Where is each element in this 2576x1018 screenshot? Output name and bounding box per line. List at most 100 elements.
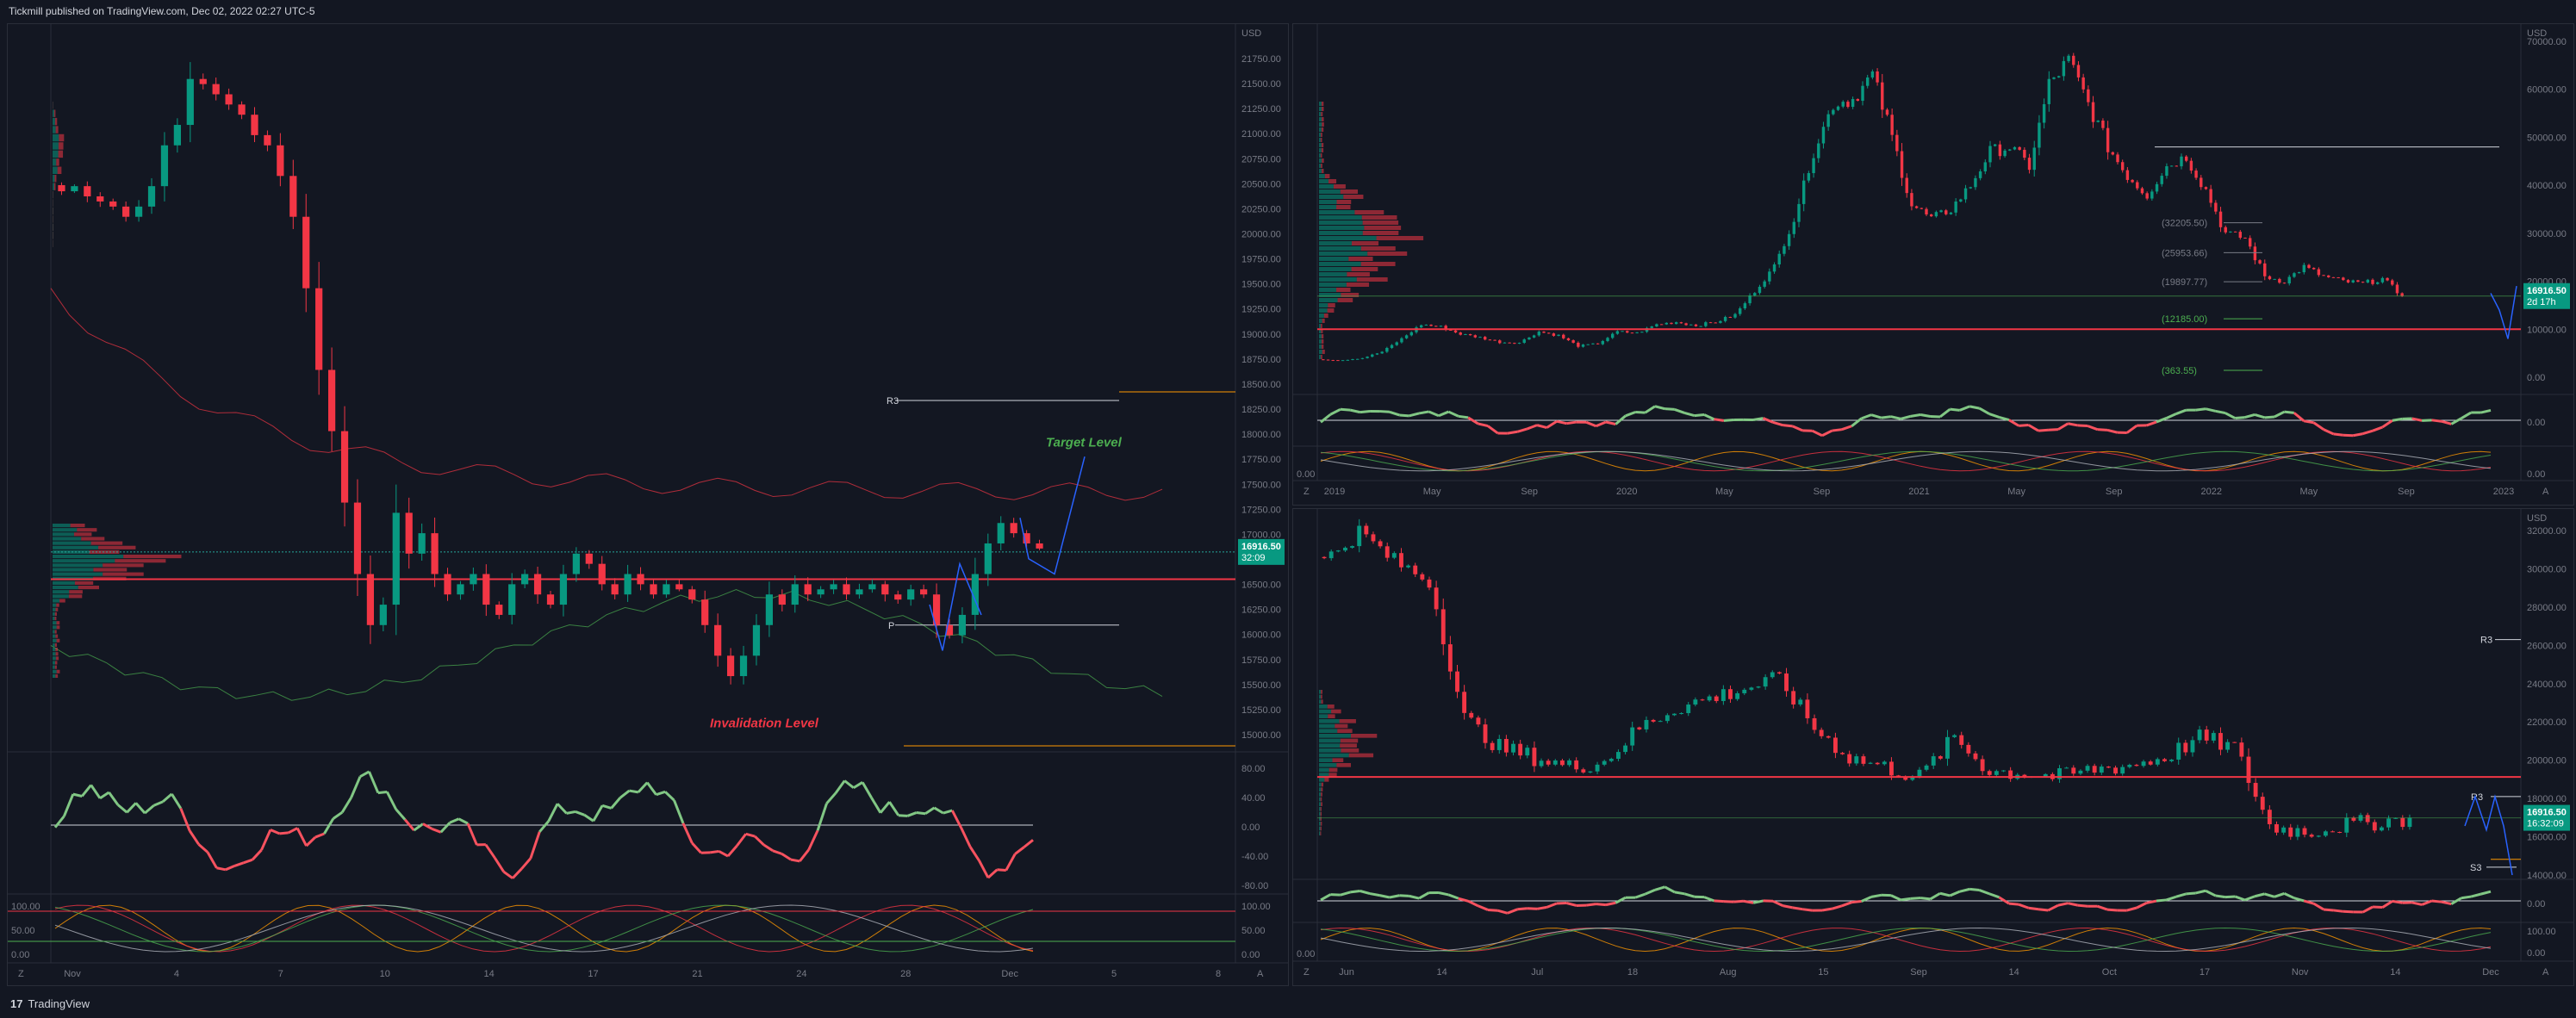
left-chart-pane[interactable]: USD 21750.00 21500.00 21250.00 21000.00 20750…	[7, 23, 1289, 986]
candle-body	[1797, 203, 1801, 222]
candle-body	[225, 94, 233, 105]
oscillator-segment	[116, 804, 128, 814]
candle-body	[1459, 332, 1462, 335]
oscillator-segment	[1536, 424, 1547, 429]
candle-body	[1876, 71, 1879, 83]
volume-profile-bar-down	[55, 607, 59, 611]
candle-body	[1920, 208, 1924, 209]
published-text: Tickmill published on TradingView.com, D…	[9, 5, 315, 17]
top-right-chart-pane[interactable]: USD 70000.00 60000.00 50000.00 40000.00 30000…	[1292, 23, 2574, 506]
x-axis-tick-label: 2019	[1324, 487, 1345, 497]
candle-body	[1905, 177, 1908, 194]
bottom-right-chart-svg[interactable]: USD 32000.00 30000.00 28000.00 26000.00 24000…	[1293, 509, 2573, 985]
oscillator-segment	[1939, 891, 1951, 897]
volume-profile-bar-down	[123, 555, 182, 559]
candle-body	[1787, 233, 1791, 246]
volume-profile-bar-down	[1322, 107, 1324, 111]
osc-tick-label: 0.00	[2527, 899, 2545, 909]
volume-profile-bar-up	[53, 150, 59, 158]
oscillator-segment	[1762, 417, 1774, 424]
y-axis-tick-label: 60000.00	[2527, 85, 2567, 96]
candle-body	[2400, 817, 2405, 828]
y-axis-tick-label: 21000.00	[1241, 129, 1281, 140]
volume-profile-bar-down	[1320, 826, 1322, 831]
candle-body	[1728, 317, 1733, 319]
candle-body	[1335, 550, 1341, 552]
candle-body	[2150, 191, 2154, 199]
volume-profile-bar-down	[1322, 122, 1324, 127]
oscillator-segment	[916, 811, 926, 816]
oscillator-segment	[216, 866, 227, 872]
candle-body	[1409, 332, 1414, 336]
x-axis-tick-label: Nov	[2292, 967, 2309, 978]
oscillator-segment	[520, 857, 532, 870]
candle-body	[1413, 565, 1418, 574]
candle-body	[1380, 351, 1384, 354]
oscillator-segment	[1929, 891, 1941, 901]
oscillator-segment	[2146, 420, 2157, 427]
candle-body	[1483, 724, 1488, 743]
tradingview-logo[interactable]: 17 TradingView	[10, 997, 90, 1010]
candle-body	[1010, 523, 1017, 534]
oscillator-segment	[790, 858, 800, 863]
stoch-left-tick-label: 0.00	[1297, 949, 1315, 959]
volume-profile-bar-up	[53, 175, 55, 183]
oscillator-segment	[484, 843, 496, 859]
oscillator-segment	[870, 797, 882, 814]
oscillator-segment	[950, 810, 963, 829]
volume-profile-bar-up	[1319, 117, 1322, 121]
volume-profile-bar-up	[1319, 127, 1322, 132]
oscillator-segment	[2411, 901, 2423, 906]
oscillator-segment	[493, 857, 505, 873]
oscillator-segment	[1014, 846, 1025, 855]
oscillator-segment	[1901, 897, 1911, 902]
volume-profile-bar-down	[1320, 807, 1322, 811]
oscillator-segment	[1389, 894, 1400, 899]
oscillator-segment	[1792, 425, 1803, 432]
y-axis-tick-label: 16250.00	[1241, 605, 1281, 616]
currency-label: USD	[1241, 28, 1261, 39]
oscillator-segment	[960, 827, 972, 847]
candle-body	[1704, 322, 1708, 326]
stoch-left-tick-label: 100.00	[11, 902, 40, 912]
oscillator-segment	[161, 792, 173, 804]
candle-body	[1440, 609, 1446, 645]
volume-profile-bar-up	[1319, 241, 1352, 245]
volume-profile-bar-up	[1319, 734, 1352, 738]
candle-body	[1577, 342, 1580, 347]
oscillator-segment	[1694, 413, 1705, 418]
candle-body	[2169, 759, 2175, 761]
candle-body	[765, 594, 774, 625]
oscillator-segment	[197, 843, 209, 854]
candle-body	[1939, 210, 1943, 213]
candle-body	[444, 574, 451, 595]
bottom-right-chart-pane[interactable]: USD 32000.00 30000.00 28000.00 26000.00 24000…	[1292, 508, 2574, 986]
volume-profile-bar-up	[1319, 723, 1335, 729]
candle-body	[2316, 835, 2321, 837]
volume-profile-bar-up	[53, 158, 57, 166]
oscillator-segment	[1674, 891, 1685, 896]
oscillator-segment	[986, 868, 999, 879]
oscillator-segment	[997, 868, 1006, 872]
oscillator-segment	[2165, 413, 2177, 419]
left-chart-svg[interactable]: USD21750.0021500.0021250.0021000.0020750…	[8, 24, 1288, 985]
candle-body	[1331, 360, 1335, 362]
volume-profile-bar-down	[54, 117, 58, 126]
volume-profile-bar-down	[1340, 189, 1359, 194]
oscillator-segment	[1978, 407, 1990, 415]
volume-profile-bar-down	[1361, 215, 1397, 220]
candle-body	[457, 584, 464, 595]
y-axis-tick-label: 20000.00	[2527, 756, 2567, 767]
x-axis-tick-label: 14	[2390, 967, 2400, 978]
oscillator-segment	[1841, 425, 1852, 431]
volume-profile-bar-down	[1320, 816, 1322, 821]
volume-profile-bar-up	[53, 665, 55, 669]
candle-body	[2148, 761, 2153, 765]
volume-profile-bar-up	[1319, 164, 1322, 168]
x-axis-tick-label: May	[1423, 487, 1441, 497]
oscillator-segment	[2333, 909, 2344, 913]
candle-body	[1623, 745, 1628, 753]
candle-body	[1651, 719, 1656, 722]
candle-body	[1832, 737, 1838, 754]
